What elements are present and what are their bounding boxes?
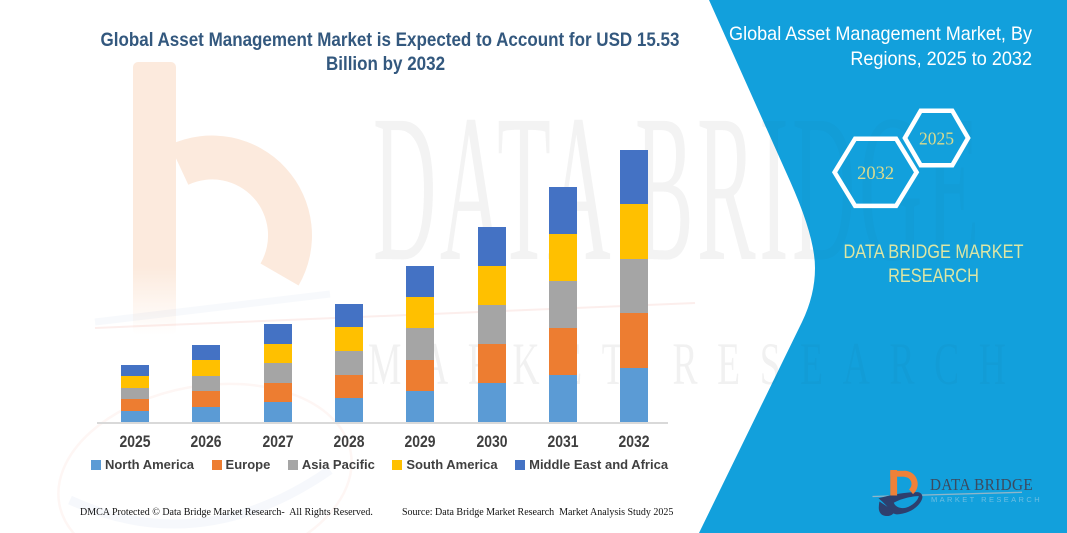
svg-text:2025: 2025 <box>919 129 954 149</box>
svg-text:2032: 2032 <box>857 164 894 184</box>
